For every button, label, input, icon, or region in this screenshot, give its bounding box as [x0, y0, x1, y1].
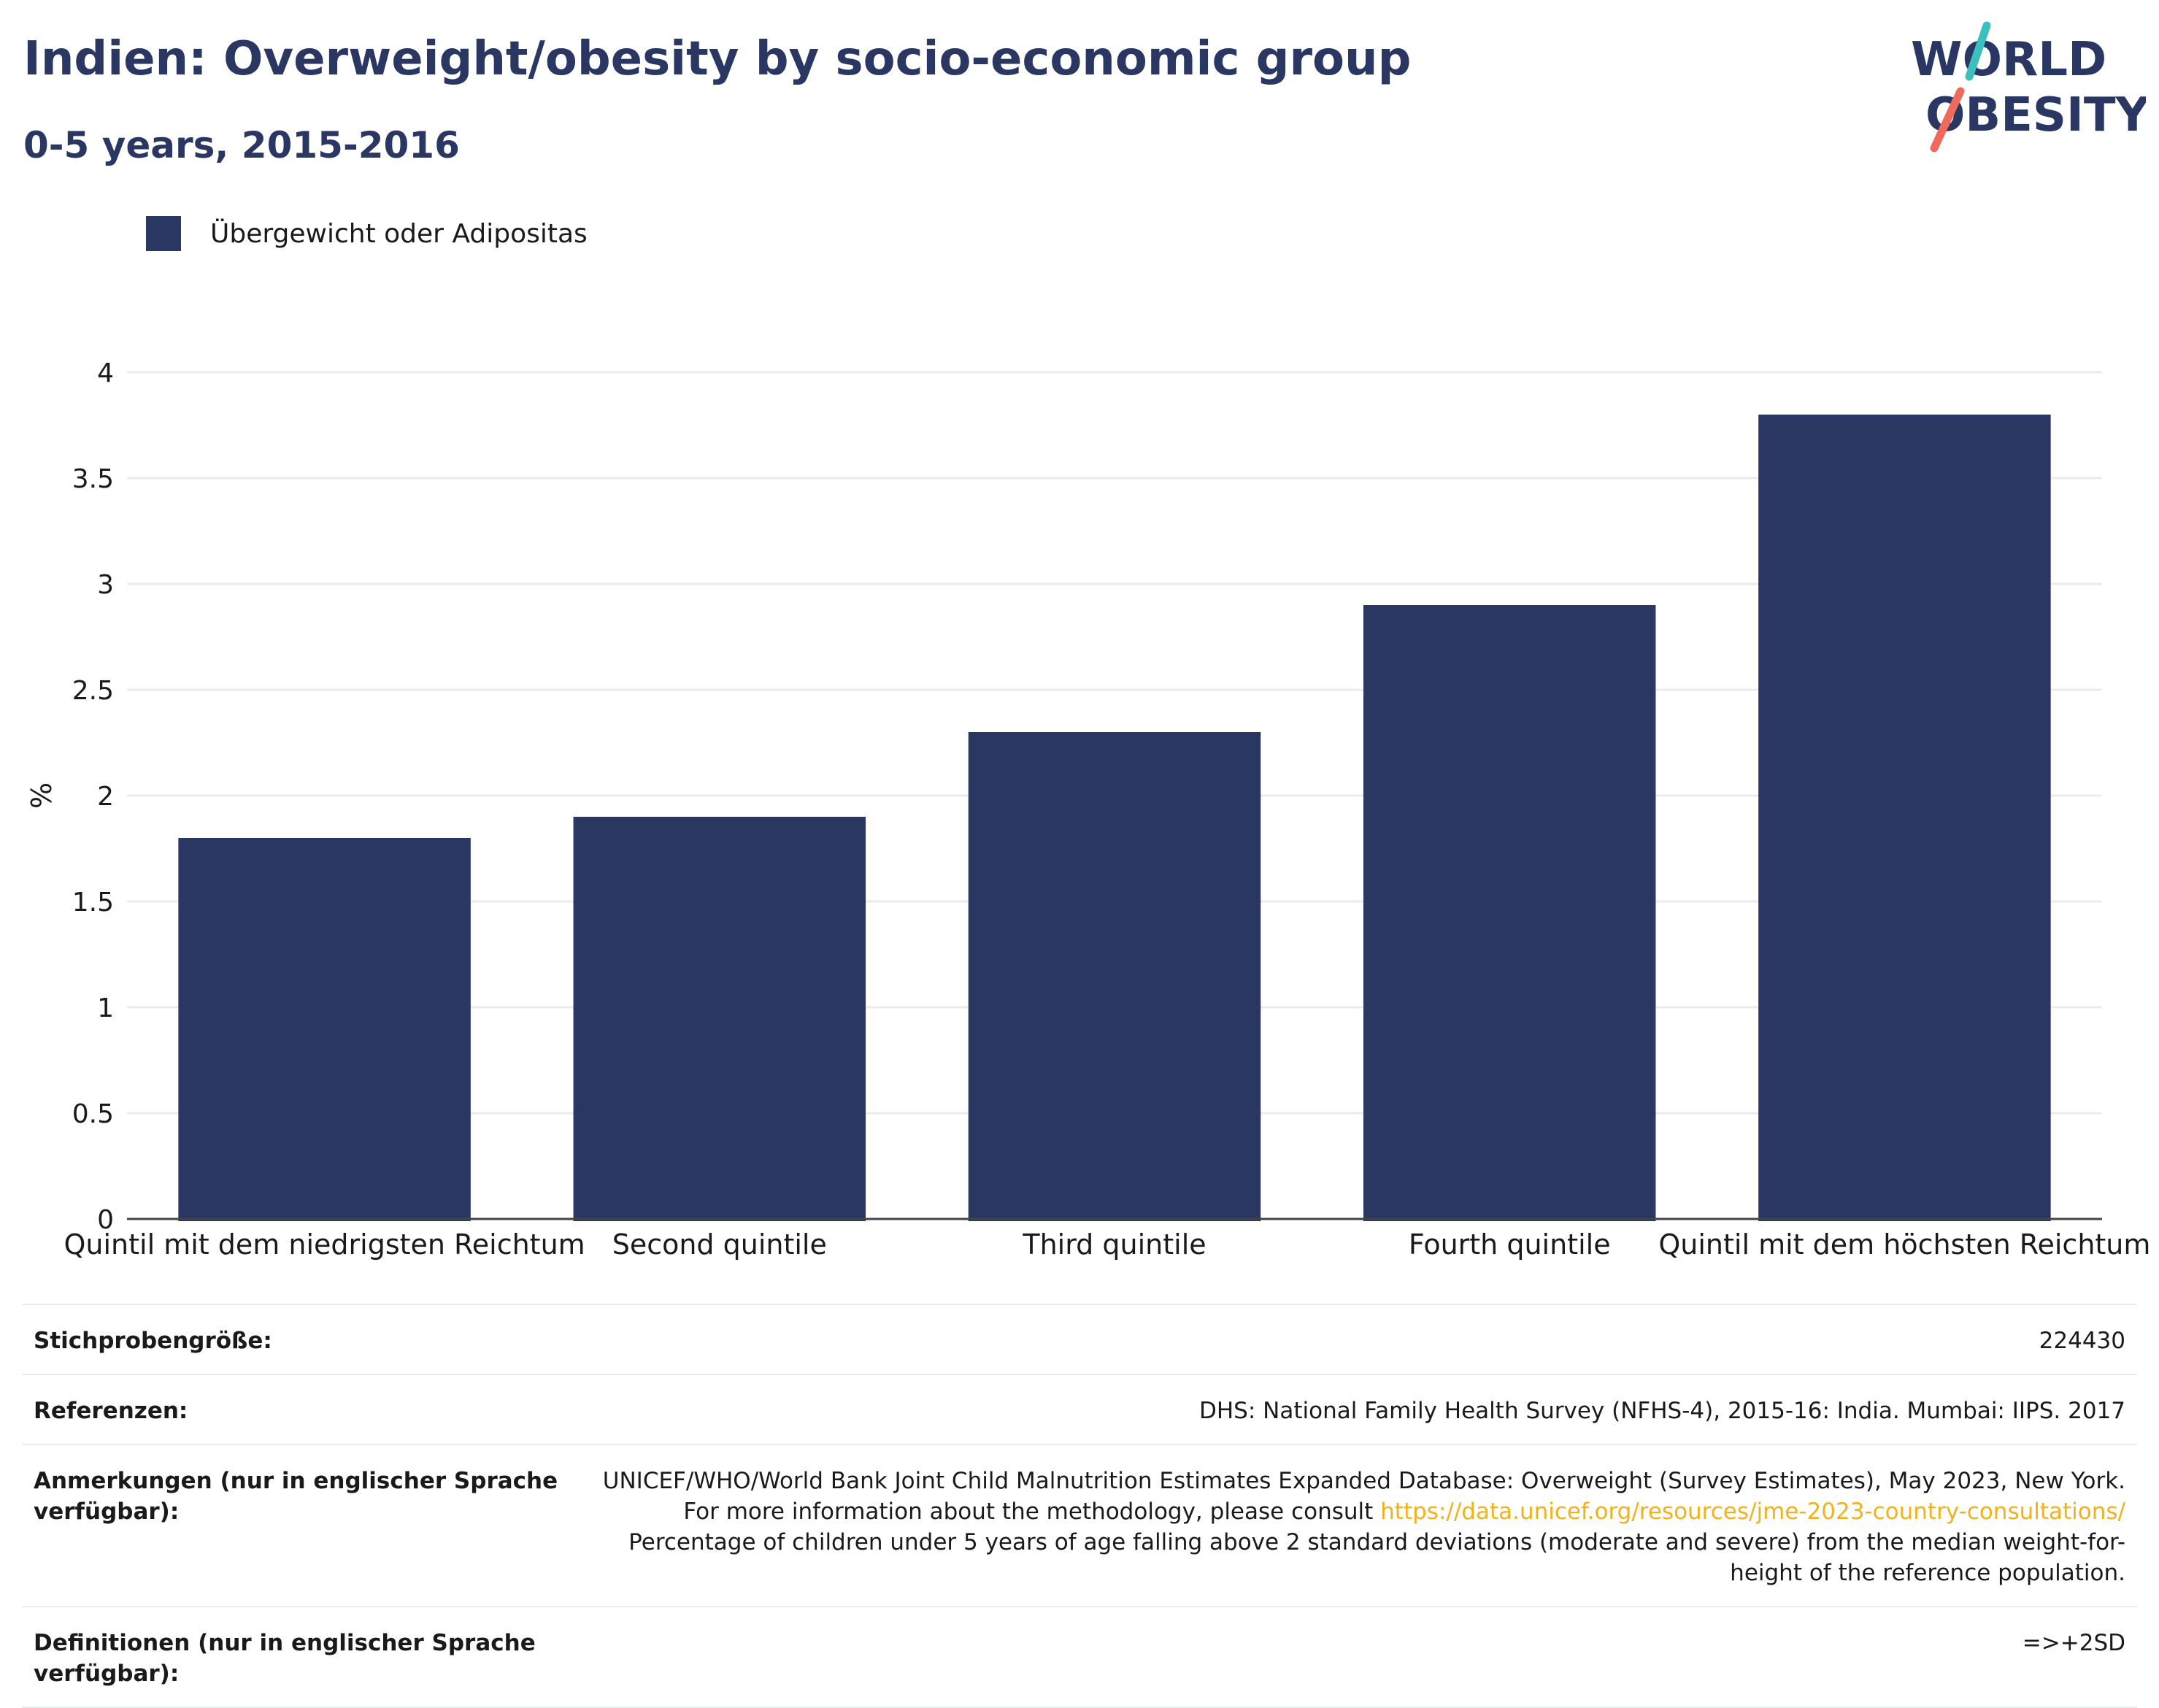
- logo-slash-teal: [1965, 21, 1991, 81]
- bar: [1758, 415, 2051, 1221]
- notes-link[interactable]: https://data.unicef.org/resources/jme-20…: [1380, 1499, 2125, 1525]
- y-tick-label: 2: [97, 782, 114, 812]
- bar: [968, 732, 1261, 1221]
- y-tick-label: 3: [97, 570, 114, 600]
- page-subtitle: 0-5 years, 2015-2016: [23, 124, 460, 166]
- meta-row-notes: Anmerkungen (nur in englischer Sprache v…: [22, 1444, 2137, 1606]
- meta-row-definitions: Definitionen (nur in englischer Sprache …: [22, 1606, 2137, 1708]
- meta-label-definitions: Definitionen (nur in englischer Sprache …: [34, 1630, 536, 1687]
- bar: [178, 838, 471, 1221]
- meta-value-definitions: =>+2SD: [2022, 1630, 2125, 1656]
- notes-text-part1: UNICEF/WHO/World Bank Joint Child Malnut…: [602, 1468, 2125, 1525]
- legend-swatch: [146, 216, 181, 251]
- notes-text-part2: Percentage of children under 5 years of …: [628, 1529, 2125, 1586]
- meta-row-references: Referenzen: DHS: National Family Health …: [22, 1374, 2137, 1444]
- y-tick-label: 1: [97, 993, 114, 1023]
- world-obesity-logo: WORLD OBESITY: [1911, 21, 2146, 153]
- y-tick-label: 0: [97, 1205, 114, 1235]
- bar: [1363, 605, 1656, 1221]
- bar-chart: 0 0.5 1 1.5 2 2.5 3 3.5 4 Quintil mit dem niedrig…: [26, 358, 2151, 1261]
- x-tick-label: Second quintile: [612, 1228, 827, 1261]
- meta-value-references: DHS: National Family Health Survey (NFHS…: [1199, 1398, 2125, 1424]
- y-tick-label: 0.5: [72, 1099, 114, 1129]
- y-tick-label: 2.5: [72, 676, 114, 706]
- meta-label-references: Referenzen:: [34, 1398, 188, 1424]
- meta-row-sample-size: Stichprobengröße: 224430: [22, 1304, 2137, 1374]
- logo-word-world: WORLD: [1911, 33, 2106, 87]
- meta-label-notes: Anmerkungen (nur in englischer Sprache v…: [34, 1468, 558, 1525]
- y-axis-label: %: [26, 782, 58, 809]
- meta-label-sample-size: Stichprobengröße:: [34, 1328, 272, 1354]
- logo-slash-coral: [1930, 87, 1965, 153]
- axes: 0 0.5 1 1.5 2 2.5 3 3.5 4 Quintil mit dem niedrig…: [64, 358, 2151, 1261]
- x-tick-label: Fourth quintile: [1409, 1228, 1611, 1261]
- meta-value-sample-size: 224430: [2039, 1328, 2125, 1354]
- bars: [178, 415, 2051, 1221]
- x-tick-label: Quintil mit dem höchsten Reichtum: [1658, 1228, 2150, 1261]
- legend-label: Übergewicht oder Adipositas: [210, 218, 588, 249]
- y-tick-label: 3.5: [72, 464, 114, 494]
- y-tick-label: 4: [97, 358, 114, 388]
- logo-word-obesity: OBESITY: [1925, 88, 2146, 142]
- page-title: Indien: Overweight/obesity by socio-econ…: [23, 32, 1412, 86]
- metadata-table: Stichprobengröße: 224430 Referenzen: DHS…: [22, 1304, 2137, 1708]
- bar: [573, 817, 866, 1221]
- chart-legend: Übergewicht oder Adipositas: [146, 216, 588, 251]
- x-tick-label: Third quintile: [1022, 1228, 1206, 1261]
- meta-value-notes: UNICEF/WHO/World Bank Joint Child Malnut…: [588, 1466, 2125, 1588]
- y-tick-label: 1.5: [72, 888, 114, 918]
- x-tick-label: Quintil mit dem niedrigsten Reichtum: [64, 1228, 585, 1261]
